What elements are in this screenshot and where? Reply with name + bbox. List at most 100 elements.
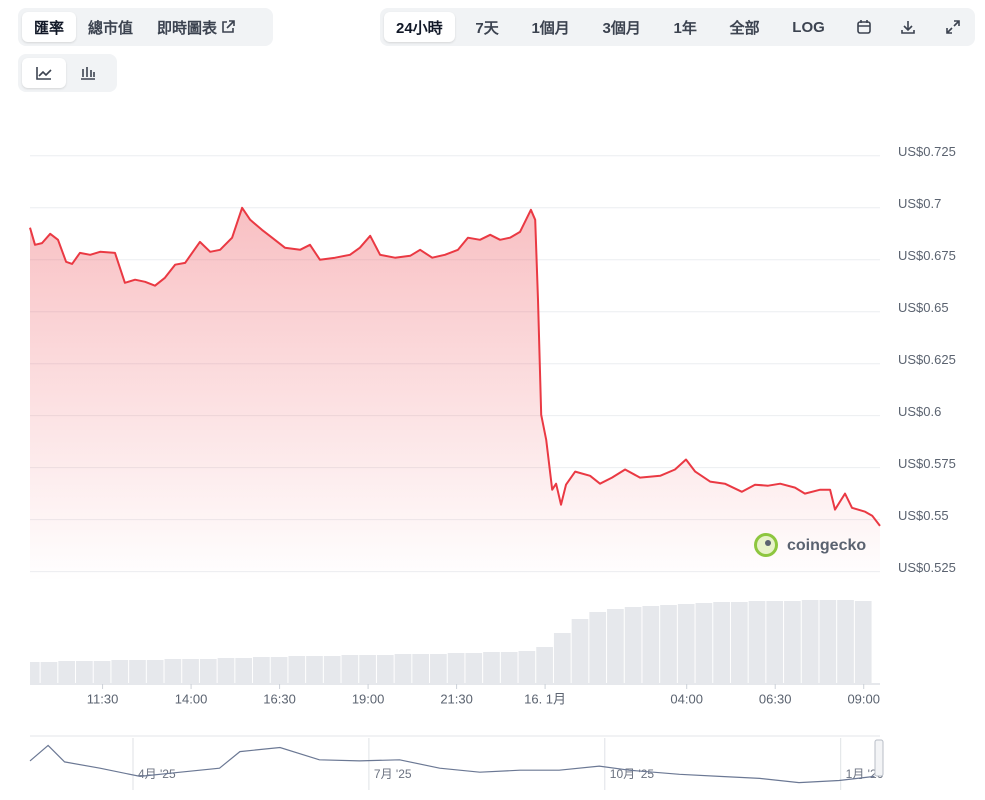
volume-bar: [801, 600, 819, 683]
volume-bar: [518, 651, 536, 683]
volume-bar: [465, 653, 483, 683]
calendar-button[interactable]: [846, 12, 882, 42]
range[interactable]: 1年: [673, 19, 697, 37]
range[interactable]: 1個月: [531, 19, 570, 37]
navigator-tick-label: 10月 '25: [610, 767, 655, 781]
navigator-line: [29, 744, 875, 784]
price-area: [30, 207, 880, 583]
y-tick-label: US$0.725: [898, 144, 956, 159]
watermark: coingecko: [754, 533, 866, 557]
calendar-icon: [856, 20, 871, 34]
x-tick-label: 19:00: [352, 691, 385, 706]
volume-bar: [571, 619, 589, 683]
y-tick-label: US$0.675: [898, 248, 956, 263]
navigator-handle[interactable]: [874, 739, 884, 777]
volume-bar: [40, 662, 58, 683]
volume-bar: [288, 656, 306, 683]
volume-bar: [730, 602, 748, 683]
volume-bar: [447, 653, 465, 683]
volume-bar: [376, 655, 394, 683]
line-chart-button[interactable]: [22, 58, 66, 88]
y-tick-label: US$0.55: [898, 508, 949, 523]
volume-bar: [359, 655, 376, 683]
y-tick-label: US$0.575: [898, 456, 956, 471]
volume-bar: [76, 661, 93, 683]
volume-bar: [111, 660, 129, 683]
watermark-text: coingecko: [787, 537, 866, 554]
volume-bar: [146, 660, 164, 683]
y-tick-label: US$0.65: [898, 300, 949, 315]
volume-bar: [199, 659, 217, 683]
range[interactable]: 全部: [729, 19, 760, 37]
volume-bar: [854, 601, 872, 683]
volume-bar: [217, 658, 235, 683]
navigator-tick-label: 1月 '26: [846, 767, 884, 781]
volume-bar: [589, 612, 607, 683]
volume-bar: [819, 600, 837, 683]
volume-bar: [642, 606, 660, 683]
volume-bar: [235, 658, 253, 683]
line-icon: [36, 67, 52, 80]
x-tick-label: 09:00: [847, 691, 880, 706]
volume-bar: [129, 660, 146, 683]
y-tick-label: US$0.525: [898, 560, 956, 575]
volume-bar: [784, 601, 801, 683]
candle-icon: [81, 67, 95, 80]
volume-bar: [323, 656, 341, 683]
volume-bar: [553, 633, 571, 683]
volume-bar: [624, 607, 642, 683]
view-tabs: 匯率 總市值 即時圖表: [18, 8, 273, 46]
x-tick-label: 06:30: [759, 691, 792, 706]
expand-button[interactable]: [935, 12, 971, 42]
y-tick-label: US$0.6: [898, 404, 941, 419]
volume-bar: [660, 605, 677, 683]
expand-icon: [946, 20, 960, 34]
x-tick-label: 16:30: [263, 691, 296, 706]
price-line: [29, 206, 881, 527]
range[interactable]: 24小時: [384, 12, 455, 42]
volume-bar: [182, 659, 199, 683]
volume-bar: [748, 601, 766, 683]
external-icon: [222, 20, 235, 33]
download-button[interactable]: [890, 12, 926, 42]
volume-bar: [695, 603, 713, 683]
volume-bar: [93, 661, 111, 683]
volume-bar: [430, 654, 447, 683]
volume-bar: [253, 657, 270, 683]
tab[interactable]: 總市值: [88, 19, 134, 37]
y-tick-label: US$0.7: [898, 196, 941, 211]
tab[interactable]: 即時圖表: [145, 12, 247, 42]
x-tick-label: 21:30: [440, 691, 473, 706]
candle-chart-button[interactable]: [66, 58, 110, 88]
volume-bar: [30, 662, 40, 683]
volume-bar: [766, 601, 784, 683]
navigator-tick-label: 7月 '25: [374, 767, 412, 781]
range[interactable]: 7天: [475, 19, 499, 37]
x-tick-label: 04:00: [670, 691, 703, 706]
download-icon: [901, 21, 916, 34]
volume-bar: [270, 657, 288, 683]
volume-bar: [837, 600, 854, 683]
volume-bar: [607, 609, 624, 683]
x-tick-label: 14:00: [175, 691, 208, 706]
range[interactable]: LOG: [792, 18, 825, 36]
range[interactable]: 3個月: [602, 19, 641, 37]
tab-label: 即時圖表: [157, 19, 218, 37]
volume-bar: [677, 604, 695, 683]
volume-bar: [412, 654, 430, 683]
y-tick-label: US$0.625: [898, 352, 956, 367]
volume-bar: [713, 602, 730, 683]
range-tabs: 24小時 7天 1個月 3個月 1年 全部 LOG: [380, 8, 975, 46]
volume-bar: [164, 659, 182, 683]
volume-bar: [341, 655, 359, 683]
volume-bar: [394, 654, 412, 683]
volume-bar: [536, 647, 553, 683]
x-tick-label: 11:30: [87, 691, 119, 706]
volume-bar: [500, 652, 518, 683]
chart-type-tabs: [18, 54, 117, 92]
tab[interactable]: 匯率: [22, 12, 77, 42]
x-tick-label: 16. 1月: [524, 691, 566, 706]
volume-bar: [483, 652, 500, 683]
volume-bar: [306, 656, 323, 683]
